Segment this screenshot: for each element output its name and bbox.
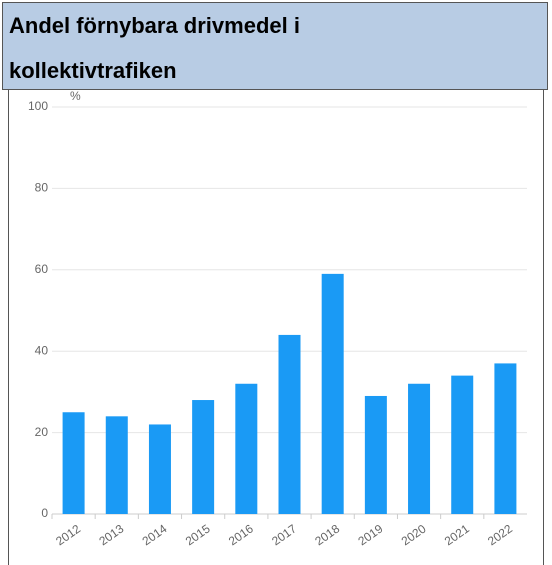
y-tick-label: 20 bbox=[35, 425, 49, 439]
chart-frame bbox=[8, 90, 544, 565]
x-tick-label: 2022 bbox=[485, 521, 515, 548]
x-tick-label: 2014 bbox=[140, 521, 170, 548]
bar bbox=[408, 383, 431, 514]
x-tick-label: 2013 bbox=[96, 521, 126, 548]
y-tick-label: 60 bbox=[35, 262, 49, 276]
bar bbox=[278, 334, 301, 514]
bar bbox=[451, 375, 474, 514]
bar bbox=[148, 424, 171, 514]
bar bbox=[494, 363, 517, 514]
y-tick-label: 100 bbox=[28, 99, 48, 113]
y-tick-label: 0 bbox=[41, 506, 48, 520]
y-unit: % bbox=[70, 89, 81, 103]
bar bbox=[364, 395, 387, 514]
x-tick-label: 2016 bbox=[226, 521, 256, 548]
y-tick-label: 80 bbox=[35, 181, 49, 195]
x-tick-label: 2017 bbox=[269, 521, 299, 548]
bar bbox=[62, 412, 85, 514]
x-tick-label: 2012 bbox=[53, 521, 83, 548]
x-tick-label: 2020 bbox=[399, 521, 429, 548]
x-tick-label: 2021 bbox=[442, 521, 472, 548]
x-tick-label: 2015 bbox=[183, 521, 213, 548]
bar bbox=[321, 273, 344, 514]
x-tick-label: 2019 bbox=[355, 521, 385, 548]
bar bbox=[105, 416, 128, 514]
x-tick-label: 2018 bbox=[312, 521, 342, 548]
bar bbox=[235, 383, 258, 514]
bar bbox=[192, 400, 215, 514]
title: Andel förnybara drivmedel i kollektivtra… bbox=[9, 13, 300, 83]
y-tick-label: 40 bbox=[35, 343, 49, 357]
header: Andel förnybara drivmedel i kollektivtra… bbox=[2, 2, 548, 90]
